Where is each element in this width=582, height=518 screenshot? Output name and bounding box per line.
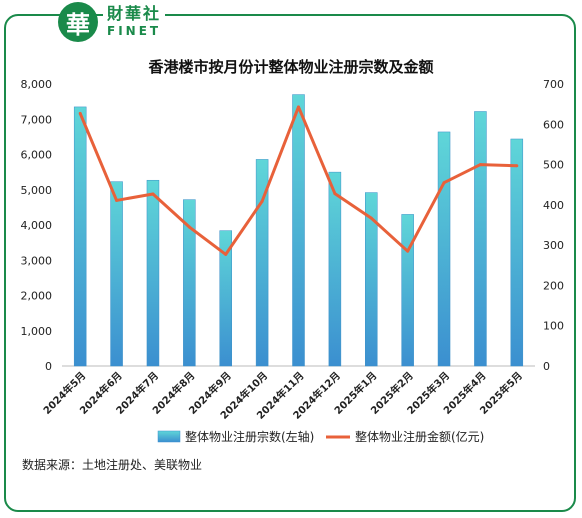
bar bbox=[328, 171, 342, 367]
left-tick-label: 5,000 bbox=[21, 184, 53, 197]
line-point bbox=[78, 111, 82, 115]
brand-name-en: FINET bbox=[107, 24, 162, 38]
right-tick-label: 200 bbox=[543, 279, 564, 292]
right-tick-label: 400 bbox=[543, 199, 564, 212]
bar bbox=[73, 106, 87, 367]
bar bbox=[219, 230, 232, 367]
line-point bbox=[151, 192, 155, 196]
bar bbox=[510, 138, 524, 367]
bar bbox=[255, 159, 269, 367]
right-tick-label: 500 bbox=[543, 159, 564, 172]
legend-bar-label: 整体物业注册宗数(左轴) bbox=[185, 429, 314, 444]
line-point bbox=[260, 199, 264, 203]
bar bbox=[401, 214, 414, 367]
left-tick-label: 8,000 bbox=[21, 78, 53, 91]
source-note: 数据来源：土地注册处、美联物业 bbox=[22, 458, 203, 472]
x-axis-labels: 2024年5月2024年6月2024年7月2024年8月2024年9月2024年… bbox=[40, 369, 525, 422]
left-tick-label: 3,000 bbox=[21, 254, 53, 267]
left-tick-label: 7,000 bbox=[21, 113, 53, 126]
line-point bbox=[515, 164, 519, 168]
bar bbox=[110, 181, 123, 367]
right-tick-label: 100 bbox=[543, 320, 564, 333]
left-tick-label: 2,000 bbox=[21, 290, 53, 303]
bar bbox=[146, 179, 160, 367]
chart-title: 香港楼市按月份计整体物业注册宗数及金额 bbox=[148, 58, 433, 76]
bar bbox=[183, 199, 196, 367]
line-point bbox=[187, 225, 191, 229]
legend-bar-swatch bbox=[157, 430, 181, 443]
right-axis: 0 100 200 300 400 500 600 700 bbox=[543, 78, 564, 373]
line-point bbox=[115, 198, 119, 202]
legend-line-label: 整体物业注册金额(亿元) bbox=[355, 429, 484, 444]
line-point bbox=[297, 105, 300, 109]
line-point bbox=[406, 249, 410, 253]
left-axis: 0 1,000 2,000 3,000 4,000 5,000 6,000 7,000 8,00… bbox=[21, 78, 53, 373]
right-tick-label: 300 bbox=[543, 239, 564, 252]
left-tick-label: 4,000 bbox=[21, 219, 53, 232]
legend: 整体物业注册宗数(左轴) 整体物业注册金额(亿元) bbox=[157, 429, 484, 444]
line-point bbox=[369, 216, 373, 220]
bar-series bbox=[73, 94, 524, 367]
line-point bbox=[442, 181, 446, 185]
line-point bbox=[333, 192, 337, 196]
right-tick-label: 600 bbox=[543, 118, 564, 131]
brand-name-cn: 財華社 bbox=[107, 4, 162, 23]
finet-logo-icon: 華 bbox=[58, 2, 98, 42]
right-tick-label: 700 bbox=[543, 78, 564, 91]
bar bbox=[365, 192, 378, 367]
line-point bbox=[478, 163, 482, 167]
bar bbox=[474, 111, 487, 367]
left-tick-label: 6,000 bbox=[21, 149, 53, 162]
line-point bbox=[224, 252, 228, 256]
right-tick-label: 0 bbox=[543, 360, 550, 373]
left-tick-label: 1,000 bbox=[21, 325, 53, 338]
bar bbox=[437, 131, 451, 367]
left-tick-label: 0 bbox=[45, 360, 52, 373]
bar bbox=[292, 94, 305, 367]
brand-logo: 財華社 FINET bbox=[103, 4, 166, 38]
line-series bbox=[78, 105, 519, 256]
